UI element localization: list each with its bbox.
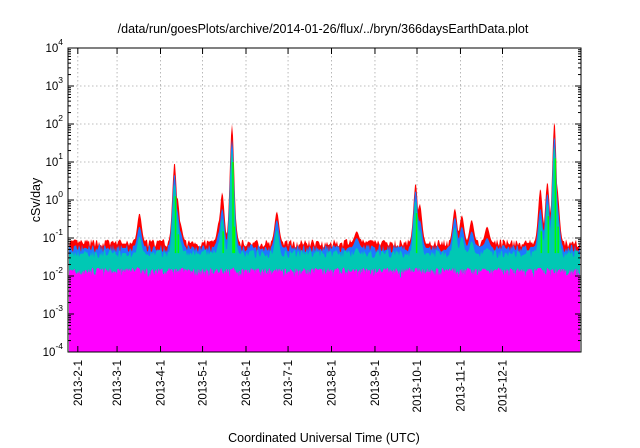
y-tick-label: 10-2 (43, 265, 64, 283)
x-tick-label: 2013-12-1 (498, 360, 510, 412)
x-tick-label: 2013-7-1 (283, 360, 295, 406)
x-tick-label: 2013-11-1 (455, 360, 467, 412)
y-tick-label: 10-3 (43, 303, 64, 321)
x-tick-label: 2013-10-1 (412, 360, 424, 412)
x-tick-label: 2013-8-1 (327, 360, 339, 406)
plot-area (69, 122, 580, 352)
x-axis-label: Coordinated Universal Time (UTC) (228, 431, 420, 445)
x-tick-label: 2013-5-1 (198, 360, 210, 406)
series-magenta-floor (69, 297, 580, 300)
x-axis: 2013-2-1 2013-3-1 2013-4-1 2013-5-1 2013-6-1… (73, 48, 510, 412)
y-tick-label: 101 (45, 151, 63, 169)
x-tick-label: 2013-3-1 (112, 360, 124, 406)
x-tick-label: 2013-9-1 (370, 360, 382, 406)
y-axis-label: cSv/day (29, 177, 43, 222)
y-tick-label: 104 (45, 37, 63, 55)
y-tick-label: 102 (45, 113, 63, 131)
series-magenta-gap (121, 298, 127, 352)
y-tick-label: 10-1 (43, 227, 64, 245)
y-tick-label: 103 (45, 75, 63, 93)
chart-title: /data/run/goesPlots/archive/2014-01-26/f… (118, 22, 529, 36)
x-tick-label: 2013-4-1 (156, 360, 168, 406)
series-magenta-gap (425, 298, 430, 352)
y-tick-label: 100 (45, 189, 63, 207)
x-tick-label: 2013-6-1 (241, 360, 253, 406)
y-tick-label: 10-4 (43, 341, 64, 359)
x-tick-label: 2013-2-1 (73, 360, 85, 406)
y-axis: 10-4 10-3 10-2 10-1 100 101 102 103 104 (43, 37, 581, 359)
